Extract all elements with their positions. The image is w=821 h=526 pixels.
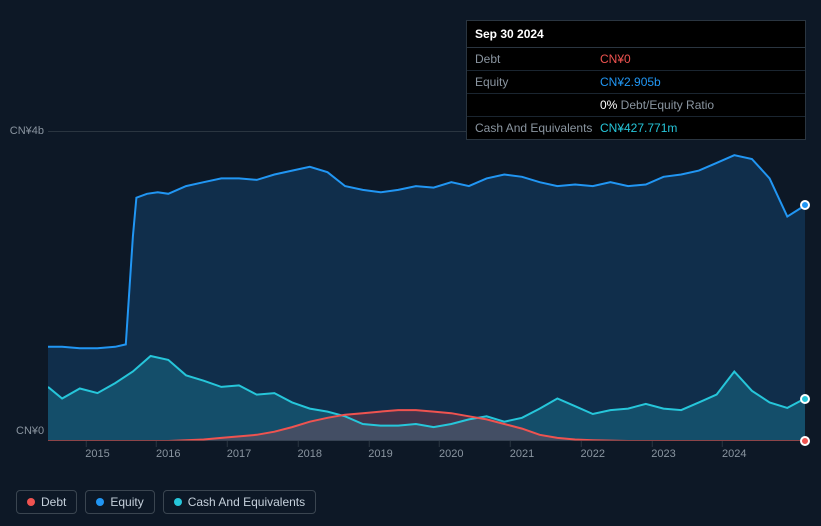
x-tick-label: 2021 (510, 448, 534, 460)
legend: Debt Equity Cash And Equivalents (16, 490, 316, 514)
chart-plot-area[interactable] (48, 131, 805, 441)
tooltip-row: 0% Debt/Equity Ratio (467, 94, 805, 117)
x-tick-label: 2019 (368, 448, 392, 460)
tooltip-row-value: 0% Debt/Equity Ratio (600, 98, 797, 112)
tooltip-row-label: Debt (475, 52, 600, 66)
cash-marker (800, 394, 810, 404)
cash-legend-dot-icon (174, 498, 182, 506)
x-tick-mark (439, 441, 440, 447)
x-tick-label: 2015 (85, 448, 109, 460)
legend-item-cash[interactable]: Cash And Equivalents (163, 490, 316, 514)
x-tick-mark (581, 441, 582, 447)
tooltip-row-label (475, 98, 600, 112)
legend-item-equity[interactable]: Equity (85, 490, 154, 514)
x-tick-mark (85, 441, 86, 447)
x-tick-mark (651, 441, 652, 447)
x-tick-label: 2023 (651, 448, 675, 460)
tooltip-row-value: CN¥0 (600, 52, 797, 66)
x-tick-label: 2024 (722, 448, 746, 460)
tooltip-row: EquityCN¥2.905b (467, 71, 805, 94)
x-tick-mark (510, 441, 511, 447)
legend-item-debt[interactable]: Debt (16, 490, 77, 514)
y-axis-label-max: CN¥4b (10, 125, 44, 137)
tooltip-row-value: CN¥2.905b (600, 75, 797, 89)
x-tick-mark (722, 441, 723, 447)
debt-marker (800, 436, 810, 446)
legend-label: Debt (41, 495, 66, 509)
x-axis: 2015 2016 2017 2018 2019 2020 2021 2022 2023 2024 (48, 448, 805, 468)
x-tick-label: 2020 (439, 448, 463, 460)
equity-legend-dot-icon (96, 498, 104, 506)
x-tick-label: 2018 (298, 448, 322, 460)
chart-svg (48, 132, 805, 441)
legend-label: Equity (110, 495, 143, 509)
x-tick-mark (368, 441, 369, 447)
y-axis-label-min: CN¥0 (16, 425, 44, 437)
x-tick-mark (156, 441, 157, 447)
debt-legend-dot-icon (27, 498, 35, 506)
tooltip-date: Sep 30 2024 (467, 21, 805, 48)
x-tick-label: 2017 (227, 448, 251, 460)
x-tick-mark (298, 441, 299, 447)
x-tick-label: 2022 (581, 448, 605, 460)
tooltip-row: DebtCN¥0 (467, 48, 805, 71)
tooltip-row-label: Cash And Equivalents (475, 121, 600, 135)
x-tick-label: 2016 (156, 448, 180, 460)
tooltip-row-label: Equity (475, 75, 600, 89)
tooltip-row-value: CN¥427.771m (600, 121, 797, 135)
legend-label: Cash And Equivalents (188, 495, 305, 509)
tooltip-row: Cash And EquivalentsCN¥427.771m (467, 117, 805, 139)
x-tick-mark (227, 441, 228, 447)
chart-tooltip: Sep 30 2024 DebtCN¥0EquityCN¥2.905b0% De… (466, 20, 806, 140)
equity-marker (800, 200, 810, 210)
